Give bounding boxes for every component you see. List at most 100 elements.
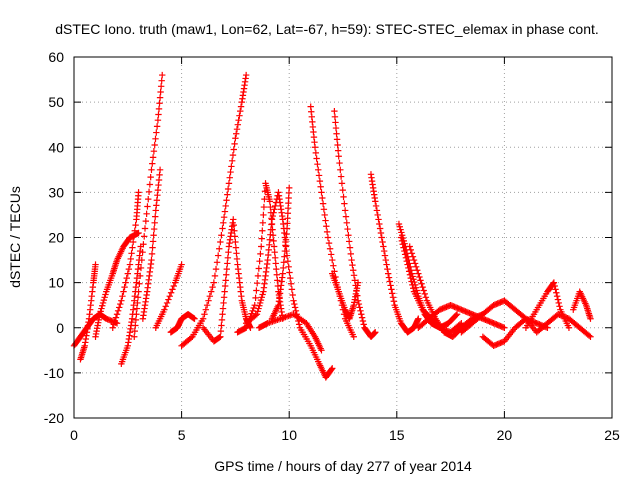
data-point (337, 173, 345, 180)
data-point (258, 294, 265, 301)
data-point (118, 297, 125, 304)
data-point (237, 103, 245, 110)
data-point (325, 239, 333, 247)
data-point (376, 220, 383, 228)
data-point (332, 124, 340, 132)
data-point (565, 324, 573, 331)
data-point (267, 203, 274, 211)
data-point (252, 312, 259, 319)
data-point (153, 123, 161, 130)
data-point (218, 316, 226, 324)
data-point (255, 265, 263, 272)
data-point (374, 211, 381, 219)
data-point (274, 277, 281, 284)
data-point (273, 265, 280, 273)
data-point (258, 235, 265, 242)
data-point (328, 366, 335, 373)
data-point (286, 184, 293, 192)
data-point (273, 271, 281, 278)
data-point (382, 256, 389, 264)
data-point (225, 180, 233, 187)
data-point (152, 135, 159, 142)
data-point (326, 245, 334, 252)
data-point (187, 334, 195, 342)
data-point (210, 279, 218, 286)
data-point (149, 154, 157, 161)
data-point (289, 291, 296, 299)
data-point (145, 188, 153, 196)
y-tick-label: 20 (48, 230, 64, 246)
data-point (376, 225, 384, 232)
x-tick-label: 0 (70, 427, 78, 443)
data-point (99, 302, 106, 309)
data-point (214, 252, 222, 259)
data-point (396, 223, 403, 230)
data-point (242, 71, 250, 79)
data-point (280, 259, 288, 266)
data-point (409, 253, 417, 260)
data-point (234, 121, 242, 128)
data-point (135, 229, 142, 237)
chart-title: dSTEC Iono. truth (maw1, Lon=62, Lat=-67… (55, 21, 599, 37)
data-point (555, 299, 562, 307)
data-point (381, 252, 389, 259)
data-point (109, 324, 116, 331)
data-point (553, 289, 560, 296)
data-point (167, 289, 175, 296)
data-point (221, 288, 228, 295)
data-point (258, 243, 265, 250)
data-point (155, 105, 163, 113)
data-point (315, 166, 322, 174)
data-point (253, 279, 261, 287)
data-point (101, 294, 108, 301)
x-axis-label: GPS time / hours of day 277 of year 2014 (214, 458, 472, 474)
data-point (346, 244, 354, 251)
data-point (351, 277, 359, 284)
data-point (319, 194, 326, 202)
data-point (287, 280, 295, 287)
data-point (226, 174, 233, 181)
series-14 (255, 311, 325, 354)
data-point (202, 306, 210, 313)
data-point (212, 265, 220, 273)
data-point (224, 191, 231, 198)
data-point (280, 264, 287, 272)
data-point (98, 305, 105, 312)
data-point (148, 166, 155, 174)
data-point (130, 233, 138, 240)
data-point (148, 256, 155, 264)
data-point (401, 247, 408, 255)
data-point (134, 294, 142, 301)
data-point (292, 307, 300, 315)
data-point (230, 146, 237, 153)
data-point (191, 315, 198, 322)
data-point (155, 111, 162, 118)
data-point (336, 159, 343, 167)
data-point (587, 333, 594, 340)
data-point (354, 297, 362, 304)
data-point (322, 217, 329, 224)
data-point (386, 278, 394, 285)
y-tick-label: 50 (48, 94, 64, 110)
data-point (342, 213, 350, 220)
data-point (401, 251, 409, 258)
data-point (114, 307, 122, 315)
series-9 (178, 71, 250, 349)
data-point (378, 234, 385, 241)
data-point (223, 197, 230, 204)
data-point (147, 173, 154, 181)
data-point (405, 264, 412, 272)
data-point (415, 315, 422, 322)
data-point (144, 203, 151, 210)
data-point (223, 265, 230, 273)
data-point (217, 327, 225, 335)
data-point (348, 256, 355, 264)
data-point (333, 130, 340, 137)
grid (74, 57, 612, 418)
data-point (100, 296, 108, 304)
data-point (395, 220, 403, 228)
data-point (235, 116, 242, 124)
data-point (232, 244, 240, 251)
data-point (233, 250, 240, 257)
data-point (269, 212, 276, 220)
